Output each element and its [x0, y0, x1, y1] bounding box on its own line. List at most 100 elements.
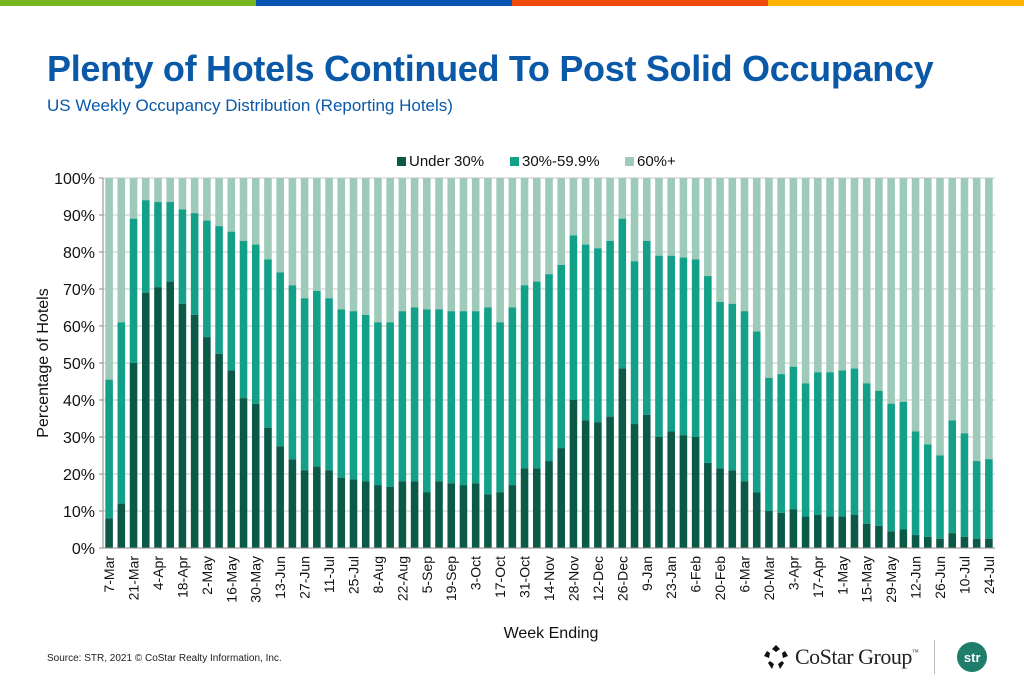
bar-60-plus: [545, 178, 553, 275]
x-tick-label: 13-Jun: [272, 556, 288, 599]
bar-under-30: [264, 427, 272, 548]
bar-under-30: [581, 420, 590, 548]
bar-60-plus: [313, 178, 321, 291]
x-tick-label: 9-Jan: [639, 556, 655, 591]
bar-under-30: [300, 470, 309, 548]
x-tick-label: 17-Oct: [492, 556, 508, 598]
x-tick-label: 20-Mar: [761, 556, 777, 601]
bar-60-plus: [850, 178, 859, 369]
bar-under-30: [826, 516, 834, 548]
bar-30-59: [936, 455, 944, 539]
x-tick-label: 8-Aug: [370, 556, 386, 593]
bar-60-plus: [960, 178, 969, 434]
brand-bar-blue: [256, 0, 512, 6]
bar-60-plus: [361, 178, 370, 315]
bar-under-30: [239, 398, 248, 548]
x-tick-label: 10-Jul: [956, 556, 972, 594]
bar-60-plus: [325, 178, 333, 299]
bar-30-59: [484, 307, 492, 495]
y-tick-label: 0%: [72, 541, 95, 558]
x-tick-label: 12-Dec: [590, 556, 606, 601]
bar-under-30: [789, 509, 798, 548]
bar-60-plus: [520, 178, 529, 286]
bar-30-59: [435, 309, 443, 482]
bar-under-30: [642, 414, 651, 548]
bar-30-59: [679, 257, 688, 436]
bar-60-plus: [557, 178, 566, 265]
x-tick-label: 30-May: [248, 556, 264, 603]
page-title: Plenty of Hotels Continued To Post Solid…: [47, 48, 934, 89]
bar-60-plus: [484, 178, 492, 308]
y-tick-label: 90%: [63, 208, 95, 225]
x-tick-label: 16-May: [223, 556, 239, 603]
bar-under-30: [801, 516, 810, 548]
bar-60-plus: [141, 178, 150, 201]
bar-under-30: [618, 368, 627, 548]
bar-60-plus: [435, 178, 443, 310]
bar-60-plus: [508, 178, 517, 308]
bar-under-30: [276, 446, 284, 548]
x-tick-label: 6-Mar: [737, 556, 753, 593]
bar-under-30: [349, 479, 358, 548]
source-note: Source: STR, 2021 © CoStar Realty Inform…: [47, 653, 282, 664]
bar-under-30: [203, 337, 211, 548]
y-tick-label: 10%: [63, 504, 95, 521]
bar-under-30: [459, 485, 468, 548]
x-tick-label: 26-Jun: [932, 556, 948, 599]
bar-60-plus: [251, 178, 260, 245]
x-tick-label: 3-Oct: [468, 556, 484, 590]
bar-30-59: [972, 461, 981, 539]
bar-60-plus: [337, 178, 346, 310]
bar-30-59: [325, 298, 333, 471]
bar-60-plus: [936, 178, 944, 456]
bar-60-plus: [398, 178, 407, 312]
bar-under-30: [288, 459, 297, 548]
bar-under-30: [679, 435, 688, 548]
y-tick-label: 60%: [63, 319, 95, 336]
x-tick-label: 2-May: [199, 556, 215, 595]
legend-label: 30%-59.9%: [522, 153, 600, 170]
bar-60-plus: [728, 178, 737, 304]
bar-30-59: [264, 259, 272, 428]
bar-30-59: [606, 240, 614, 417]
bar-30-59: [239, 240, 248, 399]
bar-30-59: [300, 298, 309, 471]
x-tick-label: 4-Apr: [150, 556, 166, 591]
bar-60-plus: [740, 178, 749, 312]
bar-30-59: [740, 311, 749, 482]
bar-under-30: [141, 292, 150, 548]
bar-under-30: [178, 303, 187, 548]
bar-60-plus: [178, 178, 187, 210]
bar-60-plus: [765, 178, 773, 378]
x-tick-label: 3-Apr: [785, 556, 801, 591]
bar-30-59: [887, 403, 895, 532]
bar-under-30: [496, 492, 504, 548]
x-tick-label: 27-Jun: [297, 556, 313, 599]
bar-60-plus: [166, 178, 174, 203]
bar-30-59: [520, 285, 529, 469]
legend-swatch: [397, 157, 406, 166]
page-subtitle: US Weekly Occupancy Distribution (Report…: [47, 96, 453, 115]
bar-60-plus: [642, 178, 651, 241]
bar-30-59: [826, 372, 834, 517]
bar-30-59: [349, 311, 358, 480]
bar-30-59: [154, 202, 162, 288]
x-tick-label: 5-Sep: [419, 556, 435, 594]
bar-under-30: [447, 483, 456, 548]
bar-under-30: [337, 477, 346, 548]
bar-60-plus: [239, 178, 248, 241]
y-tick-label: 100%: [54, 171, 95, 188]
bar-30-59: [447, 311, 456, 484]
bar-under-30: [911, 535, 920, 548]
legend-swatch: [625, 157, 634, 166]
x-tick-label: 14-Nov: [541, 556, 557, 601]
brand-bar-yellow: [768, 0, 1024, 6]
x-tick-label: 28-Nov: [565, 556, 581, 601]
logo-divider: [934, 640, 936, 674]
bar-60-plus: [215, 178, 223, 227]
bar-30-59: [985, 459, 993, 539]
bar-under-30: [398, 481, 407, 548]
bar-under-30: [484, 494, 492, 548]
bar-under-30: [557, 448, 566, 548]
bar-30-59: [423, 309, 431, 493]
